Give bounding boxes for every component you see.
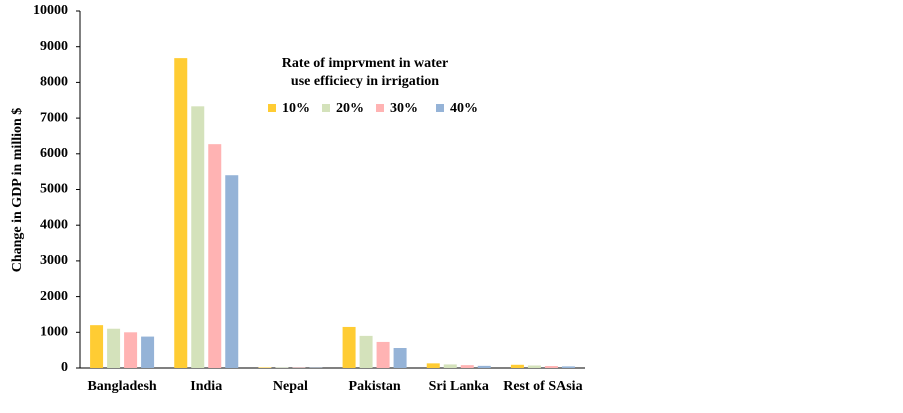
- y-axis-label: Change in GDP in million $: [10, 108, 25, 273]
- y-tick-label: 1000: [40, 325, 68, 340]
- legend-label: 40%: [450, 101, 478, 116]
- x-tick-label: Rest of SAsia: [503, 379, 583, 394]
- bar: [426, 363, 440, 368]
- bar: [258, 367, 272, 368]
- bar: [174, 58, 188, 369]
- x-tick-label: Pakistan: [348, 379, 401, 394]
- bar: [141, 336, 155, 368]
- bar: [90, 325, 104, 368]
- bar: [443, 364, 457, 368]
- legend-swatch: [376, 104, 384, 112]
- bar: [527, 365, 541, 368]
- x-tick-label: Bangladesh: [87, 379, 157, 394]
- bar: [359, 335, 373, 368]
- x-tick-label: Nepal: [272, 379, 308, 394]
- y-tick-label: 3000: [40, 253, 68, 268]
- x-tick-label: India: [190, 379, 223, 394]
- bar: [477, 365, 491, 368]
- x-tick-label: Sri Lanka: [428, 379, 489, 394]
- bar: [225, 175, 239, 368]
- bar: [393, 348, 407, 368]
- legend-label: 30%: [390, 101, 418, 116]
- bar: [124, 332, 138, 368]
- y-tick-label: 6000: [40, 146, 68, 161]
- y-tick-label: 0: [61, 360, 68, 375]
- legend-title: use efficiecy in irrigation: [291, 74, 439, 89]
- bar: [544, 366, 558, 368]
- y-tick-label: 10000: [33, 3, 68, 18]
- legend-swatch: [322, 104, 330, 112]
- y-tick-label: 5000: [40, 182, 68, 197]
- bar: [191, 106, 205, 368]
- legend-swatch: [268, 104, 276, 112]
- bar: [460, 365, 474, 368]
- legend-swatch: [436, 104, 444, 112]
- legend-label: 20%: [336, 101, 364, 116]
- legend-label: 10%: [282, 101, 310, 116]
- y-tick-label: 2000: [40, 289, 68, 304]
- bar: [510, 364, 524, 368]
- legend-title: Rate of imprvment in water: [282, 56, 448, 71]
- bar: [561, 366, 575, 368]
- bar: [342, 326, 356, 368]
- y-tick-label: 7000: [40, 110, 68, 125]
- y-tick-label: 9000: [40, 39, 68, 54]
- y-tick-label: 8000: [40, 75, 68, 90]
- bar: [376, 341, 390, 368]
- bar: [107, 328, 121, 368]
- bar: [208, 144, 222, 368]
- y-tick-label: 4000: [40, 217, 68, 232]
